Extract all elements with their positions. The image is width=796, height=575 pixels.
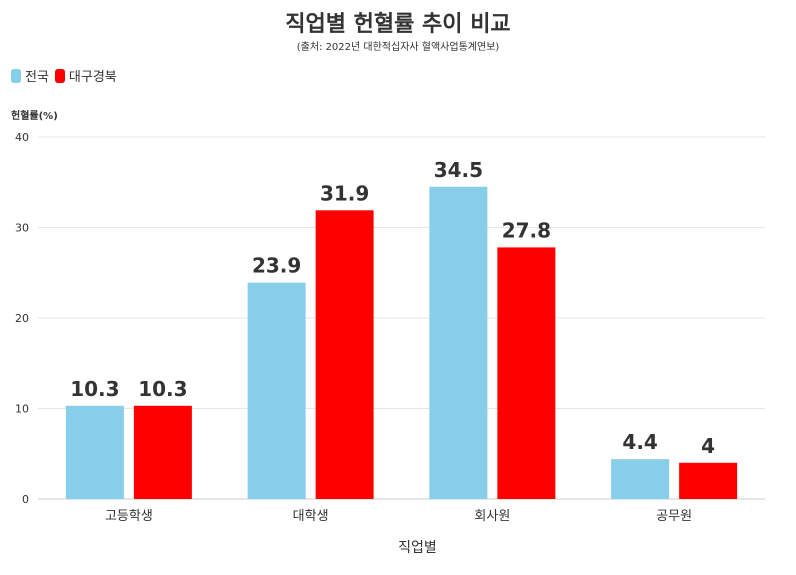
legend-item-daegu-gyeongbuk[interactable]: 대구경북 xyxy=(54,66,117,85)
y-tick-label-40: 40 xyxy=(15,131,29,144)
bar-전국-회사원 xyxy=(429,186,488,499)
legend-item-national[interactable]: 전국 xyxy=(11,66,49,85)
bar-대구경북-대학생 xyxy=(315,210,374,499)
data-label-전국-대학생: 23.9 xyxy=(252,254,301,278)
bar-대구경북-고등학생 xyxy=(133,405,192,499)
data-label-전국-회사원: 34.5 xyxy=(434,158,483,182)
bar-대구경북-공무원 xyxy=(679,462,738,499)
data-label-대구경북-공무원: 4 xyxy=(701,434,715,458)
y-tick-label-30: 30 xyxy=(15,222,29,235)
data-label-전국-고등학생: 10.3 xyxy=(70,377,119,401)
y-axis-title: 헌혈률(%) xyxy=(11,109,58,122)
data-label-전국-공무원: 4.4 xyxy=(622,430,657,454)
data-label-대구경북-대학생: 31.9 xyxy=(320,181,369,205)
legend: 전국 대구경북 xyxy=(11,66,123,85)
chart-subtitle: (출처: 2022년 대한적십자사 혈액사업통계연보) xyxy=(296,42,500,53)
x-axis-title: 직업별 xyxy=(398,540,437,556)
data-label-대구경북-회사원: 27.8 xyxy=(502,218,551,242)
y-tick-label-20: 20 xyxy=(15,312,29,325)
legend-swatch-daegu-gyeongbuk xyxy=(54,68,65,83)
x-tick-label-대학생: 대학생 xyxy=(293,509,329,524)
data-label-대구경북-고등학생: 10.3 xyxy=(138,377,187,401)
y-tick-label-10: 10 xyxy=(15,403,29,416)
x-tick-label-회사원: 회사원 xyxy=(474,509,510,524)
y-tick-label-0: 0 xyxy=(22,493,29,506)
bar-대구경북-회사원 xyxy=(497,247,556,499)
legend-swatch-national xyxy=(11,68,21,83)
x-tick-label-고등학생: 고등학생 xyxy=(105,509,153,524)
bar-전국-대학생 xyxy=(247,282,306,499)
legend-label-national: 전국 xyxy=(25,70,49,85)
x-tick-label-공무원: 공무원 xyxy=(656,509,692,524)
bar-전국-공무원 xyxy=(611,459,670,499)
bar-전국-고등학생 xyxy=(65,405,124,499)
chart-title: 직업별 헌혈률 추이 비교 xyxy=(285,12,511,37)
legend-label-daegu-gyeongbuk: 대구경북 xyxy=(68,70,117,85)
